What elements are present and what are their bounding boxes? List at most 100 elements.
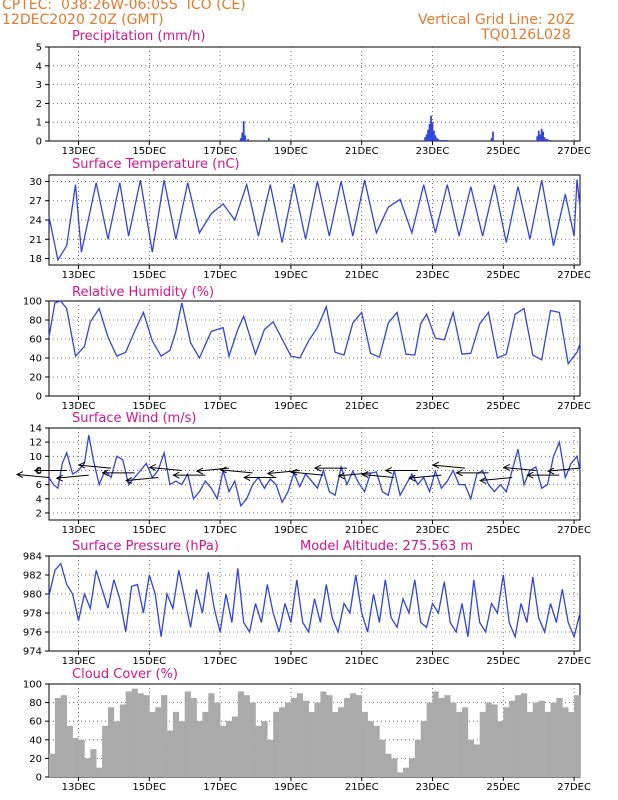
cloud-bar [509,700,516,777]
x-tick-label: 13DEC [62,146,96,157]
cloud-bar [414,739,421,777]
cloud-bar [214,702,221,777]
cloud-bar [538,700,545,777]
cloud-bar [161,695,168,777]
precip-bar [444,140,447,141]
x-tick-label: 15DEC [132,146,166,157]
y-tick-label: 974 [23,647,42,658]
cloud-bar [60,695,67,777]
cloud-bar [137,693,144,777]
x-tick-label: 27DEC [557,782,591,793]
series-line-3 [48,434,581,508]
cloud-bar [296,693,303,777]
x-tick-label: 23DEC [416,656,450,667]
cloud-bar [408,758,416,777]
cloud-bar [373,725,380,777]
y-tick-label: 10 [29,452,42,463]
x-tick-label: 17DEC [203,146,237,157]
x-tick-label: 25DEC [486,525,520,536]
wind-vector [220,469,253,474]
cloud-bar [149,711,156,777]
wind-vector [78,464,111,469]
wind-arrowhead [148,464,156,471]
series-line-4 [48,562,581,640]
cloud-bar [220,725,227,777]
wind-arrowhead [55,474,64,482]
panel-title-2: Relative Humidity (%) [72,285,214,300]
precip-bar [539,134,542,141]
precip-bar [430,115,432,141]
cloud-bar [119,704,126,777]
wind-arrowhead [172,471,180,479]
panel-title-3: Surface Wind (m/s) [72,411,196,426]
y-tick-label: 0 [36,137,42,148]
x-tick-label: 27DEC [557,656,591,667]
wind-arrowhead [101,469,109,477]
precip-bar [436,138,438,141]
precip-bar [434,135,437,141]
x-tick-label: 27DEC [557,146,591,157]
precip-bar [425,134,428,141]
panel-frame-3 [48,427,581,521]
x-tick-label: 19DEC [274,146,308,157]
cloud-bar [279,707,286,777]
wind-arrowhead [125,477,133,484]
cloud-bar [237,691,244,777]
wind-vector [16,474,50,479]
precip-bar [431,122,434,141]
x-tick-label: 15DEC [132,401,166,412]
wind-arrowhead [15,471,24,478]
y-tick-label: 100 [23,680,42,691]
y-tick-label: 20 [29,373,42,384]
cloud-bar [267,739,274,777]
precip-bar [239,138,242,141]
precip-bar [267,138,270,141]
y-tick-label: 982 [23,571,42,582]
precip-bar [543,137,546,141]
y-tick-label: 60 [29,335,42,346]
x-tick-label: 15DEC [132,525,166,536]
cloud-bar [349,693,357,777]
panel-frame-0 [48,46,581,142]
x-tick-label: 17DEC [203,270,237,281]
cloud-bar [361,711,368,777]
cloud-bar [113,721,121,777]
precip-bar [424,137,427,141]
cloud-bar [314,702,321,777]
cloud-bar [426,702,433,777]
wind-arrowhead [337,472,345,480]
cloud-bar [521,693,528,777]
precip-bar [441,140,444,141]
cloud-bar [550,702,557,777]
wind-vector [480,477,513,482]
y-tick-label: 5 [36,43,42,54]
panel-title-0: Precipitation (mm/h) [72,29,205,44]
cloud-bar [562,707,569,777]
cloud-bar [84,758,91,777]
x-tick-label: 13DEC [62,401,96,412]
cloud-bar [332,711,339,777]
x-tick-label: 13DEC [62,782,96,793]
precip-bar [536,136,539,141]
cloud-bar [102,725,109,777]
y-tick-label: 1 [36,118,42,129]
y-tick-label: 27 [29,196,42,207]
wind-vector [126,477,159,482]
cloud-bar [96,767,103,777]
precip-bar [242,121,245,141]
precip-bar [492,131,494,141]
cloud-bar [403,767,410,777]
x-tick-label: 15DEC [132,656,166,667]
precip-bar [241,132,244,141]
precip-bar [437,139,440,141]
cloud-bar [391,758,398,777]
y-tick-label: 4 [36,494,42,505]
wind-arrowhead [33,467,41,474]
precip-bar [537,130,540,141]
precip-bar [446,140,449,141]
cloud-bar [261,721,268,777]
wind-vector [547,467,581,472]
cloud-bar [231,716,239,777]
cloud-bar [202,711,209,777]
panel-frame-4 [48,555,581,652]
